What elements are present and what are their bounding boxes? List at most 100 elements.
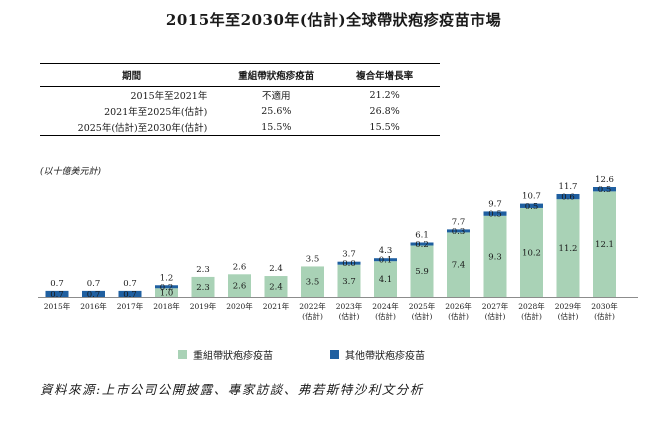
unit-label: (以十億美元計) bbox=[40, 167, 102, 177]
bar-other bbox=[155, 285, 178, 289]
bar-label-recombinant: 3.5 bbox=[306, 278, 320, 288]
x-tick-label: 2023年 bbox=[336, 301, 363, 311]
x-tick-label: 2021年 bbox=[263, 301, 290, 311]
bar-label-other: 0.6 bbox=[561, 193, 575, 203]
x-tick-label: (估計) bbox=[594, 311, 615, 321]
bar-total-label: 11.7 bbox=[559, 182, 578, 192]
bar-total-label: 0.7 bbox=[123, 279, 137, 289]
x-tick-label: 2028年 bbox=[518, 301, 545, 311]
cagr-table: 期間 重組帶狀疱疹疫苗 複合年增長率 2015年至2021年 不適用 21.2%… bbox=[40, 63, 440, 136]
x-tick-label: (估計) bbox=[558, 311, 579, 321]
header-period: 期間 bbox=[122, 71, 142, 82]
x-tick-label: (估計) bbox=[485, 311, 506, 321]
bar-other bbox=[520, 203, 543, 208]
bar-label-other: 0.1 bbox=[379, 256, 393, 266]
bar-label-recombinant: 12.1 bbox=[595, 240, 614, 250]
bar-label-other: 0.5 bbox=[598, 185, 612, 195]
bar-total-label: 6.1 bbox=[415, 230, 429, 240]
bar-label-other: 0.3 bbox=[452, 227, 466, 237]
x-tick-label: (估計) bbox=[448, 311, 469, 321]
table-row: 2021年至2025年(估計) 25.6% 26.8% bbox=[40, 103, 440, 119]
x-tick-label: 2015年 bbox=[44, 301, 71, 311]
bar-total-label: 4.3 bbox=[379, 246, 393, 256]
bar-other bbox=[556, 193, 580, 200]
x-tick-label: 2024年 bbox=[372, 301, 399, 311]
bar-other bbox=[593, 187, 616, 192]
bar-other bbox=[483, 211, 507, 216]
bar-label-recombinant: 10.2 bbox=[522, 248, 541, 258]
source-note: 資料來源:上市公司公開披露、專家訪談、弗若斯特沙利文分析 bbox=[40, 382, 424, 397]
x-tick-label: 2025年 bbox=[409, 301, 436, 311]
bar-label-recombinant: 2.6 bbox=[233, 282, 247, 292]
bar-total-label: 0.7 bbox=[87, 279, 101, 289]
bar-label-other: 0.5 bbox=[488, 210, 502, 220]
x-tick-label: 2029年 bbox=[555, 301, 582, 311]
x-tick-label: 2022年 bbox=[299, 301, 326, 311]
legend-swatch-recombinant bbox=[178, 350, 187, 359]
bar-label-recombinant: 4.1 bbox=[379, 275, 393, 285]
bar-chart: 0.70.72015年0.70.72016年0.70.72017年1.00.21… bbox=[38, 175, 638, 321]
bar-recombinant bbox=[374, 261, 397, 297]
bar-other bbox=[447, 229, 470, 233]
bar-other bbox=[118, 290, 142, 297]
table-header-row: 期間 重組帶狀疱疹疫苗 複合年增長率 bbox=[40, 63, 440, 87]
bar-recombinant bbox=[593, 191, 616, 297]
bar-recombinant bbox=[301, 266, 324, 297]
bar-total-label: 2.3 bbox=[196, 265, 210, 275]
row-recombinant: 不適用 bbox=[262, 91, 291, 102]
bar-label-other: 0.2 bbox=[415, 240, 429, 250]
x-tick-label: 2030年 bbox=[591, 301, 618, 311]
bar-label-other: 0.7 bbox=[87, 290, 101, 300]
bar-label-recombinant: 3.7 bbox=[342, 277, 356, 287]
bar-recombinant bbox=[410, 245, 434, 297]
bar-label-recombinant: 7.4 bbox=[452, 261, 466, 271]
x-tick-label: (估計) bbox=[375, 311, 396, 321]
bar-total-label: 1.2 bbox=[160, 273, 174, 283]
bar-recombinant bbox=[191, 276, 215, 297]
legend-item-other: 其他帶狀疱疹疫苗 bbox=[330, 347, 425, 362]
x-tick-label: (估計) bbox=[412, 311, 433, 321]
header-recombinant: 重組帶狀疱疹疫苗 bbox=[238, 71, 315, 82]
bar-total-label: 2.6 bbox=[233, 262, 247, 272]
bar-other bbox=[374, 258, 397, 262]
row-recombinant: 15.5% bbox=[261, 121, 292, 133]
header-cagr: 複合年增長率 bbox=[356, 71, 414, 82]
bar-other bbox=[337, 261, 361, 265]
row-recombinant: 25.6% bbox=[261, 105, 292, 117]
bar-label-recombinant: 1.0 bbox=[160, 289, 174, 299]
bar-recombinant bbox=[520, 207, 543, 297]
bar-label-other: 0.5 bbox=[525, 202, 539, 212]
bar-total-label: 12.6 bbox=[595, 175, 614, 185]
x-tick-label: 2018年 bbox=[153, 301, 180, 311]
bar-total-label: 10.7 bbox=[522, 192, 541, 202]
row-cagr: 26.8% bbox=[369, 105, 400, 117]
x-tick-label: (估計) bbox=[339, 311, 360, 321]
bar-other bbox=[410, 242, 434, 246]
x-tick-label: 2019年 bbox=[190, 301, 217, 311]
bar-recombinant bbox=[483, 215, 507, 297]
row-period: 2025年(估計)至2030年(估計) bbox=[77, 123, 208, 134]
row-period: 2015年至2021年 bbox=[130, 91, 208, 102]
x-tick-label: 2017年 bbox=[117, 301, 144, 311]
legend-swatch-other bbox=[330, 350, 339, 359]
row-period: 2021年至2025年(估計) bbox=[104, 107, 208, 118]
bar-total-label: 3.7 bbox=[342, 250, 356, 260]
x-tick-label: (估計) bbox=[302, 311, 323, 321]
bar-total-label: 9.7 bbox=[488, 199, 502, 209]
bar-total-label: 2.4 bbox=[269, 264, 283, 274]
row-cagr: 21.2% bbox=[369, 89, 400, 101]
bar-label-other: 0.7 bbox=[50, 290, 64, 300]
bar-other bbox=[82, 290, 105, 297]
legend-label-other: 其他帶狀疱疹疫苗 bbox=[345, 351, 425, 362]
bar-label-recombinant: 2.3 bbox=[196, 283, 210, 293]
x-tick-label: 2016年 bbox=[80, 301, 107, 311]
bar-label-recombinant: 2.4 bbox=[269, 283, 283, 293]
bar-other bbox=[45, 290, 69, 297]
x-tick-label: 2027年 bbox=[482, 301, 509, 311]
row-cagr: 15.5% bbox=[369, 121, 400, 133]
bar-label-recombinant: 11.2 bbox=[559, 244, 578, 254]
x-tick-label: 2020年 bbox=[226, 301, 253, 311]
bar-recombinant bbox=[228, 274, 251, 297]
legend-item-recombinant: 重組帶狀疱疹疫苗 bbox=[178, 347, 273, 362]
bar-total-label: 3.5 bbox=[306, 254, 320, 264]
